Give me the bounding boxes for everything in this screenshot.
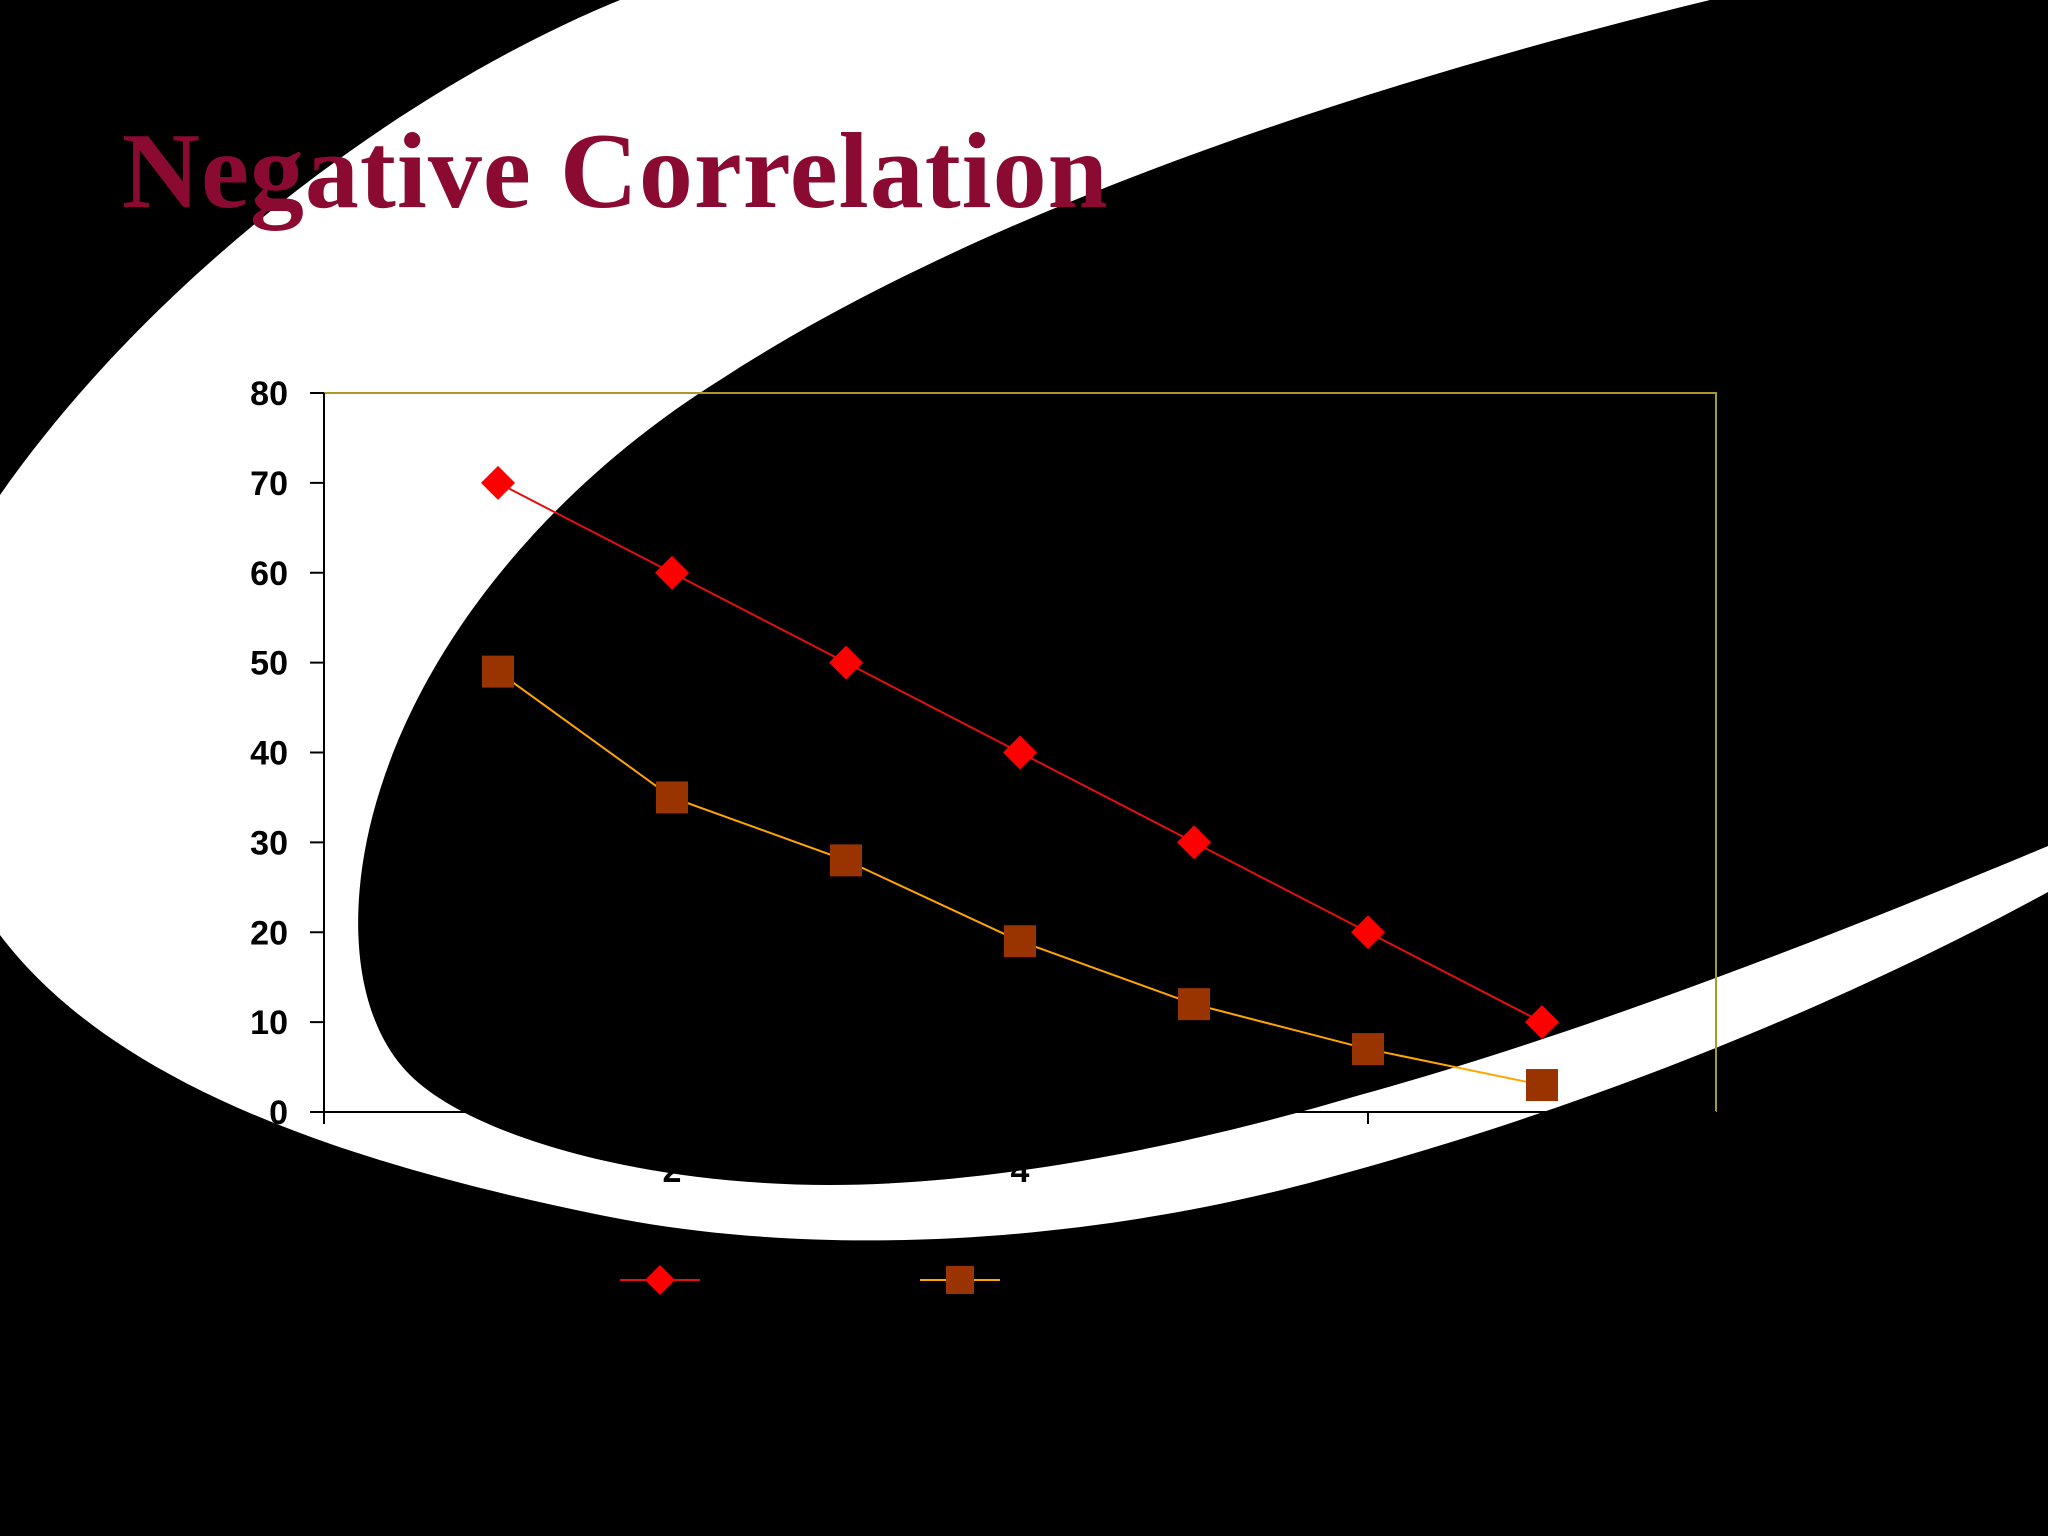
series-2-point (1352, 1033, 1384, 1066)
y-tick-label: 50 (250, 645, 288, 683)
series-2-point (656, 781, 688, 814)
series-2-point (1526, 1069, 1558, 1102)
y-tick-label: 60 (250, 555, 288, 593)
series-2-point (1178, 988, 1210, 1021)
y-tick-label: 70 (250, 465, 288, 503)
series-2-point (830, 844, 862, 877)
y-tick-label: 30 (250, 824, 288, 862)
series-2-line (497, 670, 1543, 1087)
plot-area-frame (324, 392, 1717, 1112)
series-1-point (1003, 735, 1037, 770)
y-tick-label: 40 (250, 735, 288, 773)
y-tick-label: 80 (250, 375, 288, 413)
axes: 0 10 20 30 40 50 60 70 80 2 4 (250, 375, 1717, 1190)
series-1-point (655, 555, 689, 590)
legend-series-1-marker (645, 1265, 675, 1295)
series-layer (481, 465, 1559, 1102)
x-tick-label: 2 (663, 1152, 682, 1190)
series-1-point (1351, 915, 1385, 950)
series-1-point (481, 465, 515, 500)
series-2-point (482, 655, 514, 688)
x-tick-label: 4 (1011, 1152, 1030, 1190)
slide-title: Negative Correlation (122, 112, 1109, 231)
chart-legend (620, 1265, 1000, 1295)
series-1-point (1525, 1005, 1559, 1040)
y-tick-label: 20 (250, 914, 288, 952)
y-tick-label: 10 (250, 1004, 288, 1042)
plot-area-border (324, 392, 1717, 1112)
legend-series-2-marker (946, 1266, 974, 1294)
series-1-point (829, 645, 863, 680)
y-tick-label: 0 (269, 1094, 288, 1132)
swoosh-shape (0, 0, 2048, 1241)
series-1-point (1177, 825, 1211, 860)
series-2-point (1004, 925, 1036, 958)
